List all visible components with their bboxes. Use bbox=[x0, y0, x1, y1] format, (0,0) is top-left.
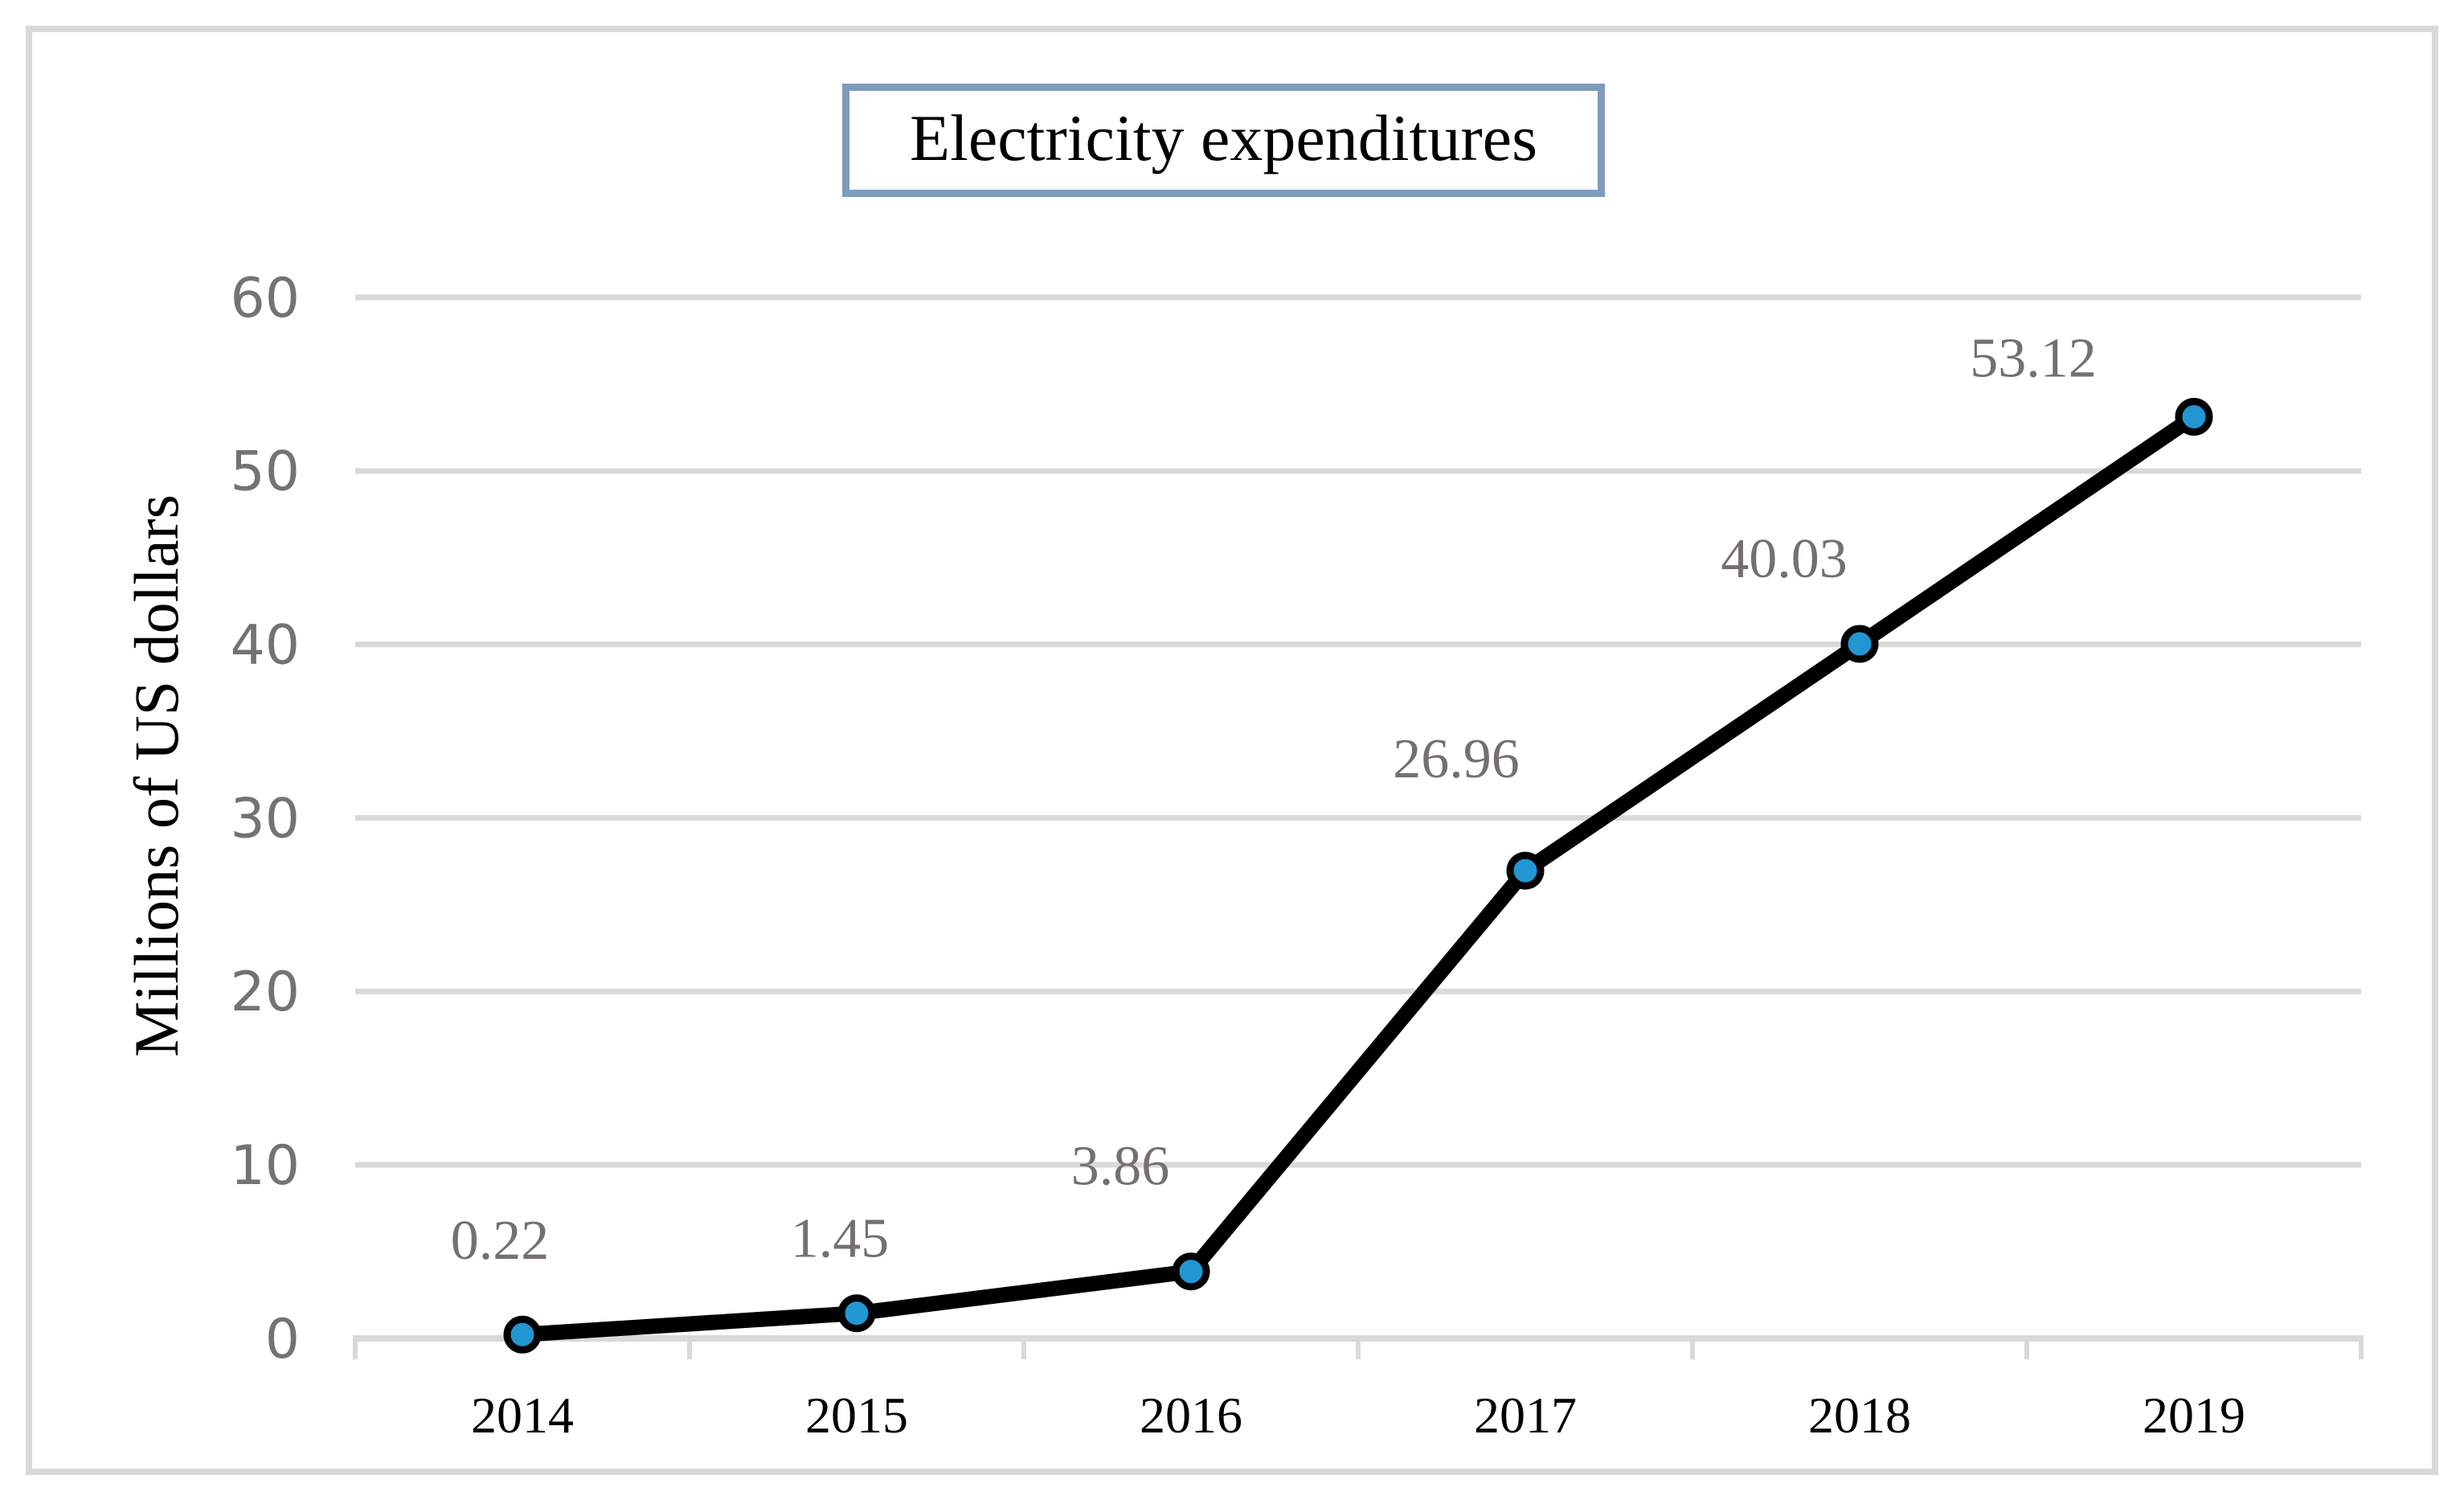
x-tick-label: 2019 bbox=[2143, 1387, 2245, 1444]
data-point-marker bbox=[837, 1294, 876, 1333]
x-tick-label: 2015 bbox=[805, 1387, 908, 1444]
x-tick-label: 2017 bbox=[1474, 1387, 1577, 1444]
data-point-marker bbox=[1506, 851, 1545, 890]
data-label: 26.96 bbox=[1393, 728, 1520, 790]
data-point-marker bbox=[2175, 397, 2213, 436]
data-label: 53.12 bbox=[1970, 327, 2097, 389]
data-point-marker bbox=[503, 1315, 542, 1354]
chart-title-box: Electricity expenditures bbox=[842, 84, 1605, 197]
chart-title: Electricity expenditures bbox=[910, 100, 1537, 174]
data-label: 1.45 bbox=[791, 1208, 890, 1270]
x-tick-label: 2014 bbox=[471, 1387, 574, 1444]
figure-border bbox=[26, 26, 2438, 1475]
data-point-marker bbox=[1840, 625, 1879, 663]
series-line bbox=[514, 408, 2202, 1342]
y-tick-label: 60 bbox=[230, 267, 300, 330]
y-axis-title: Millions of US dollars bbox=[121, 494, 191, 1057]
y-tick-label: 40 bbox=[230, 613, 300, 677]
y-tick-label: 0 bbox=[265, 1308, 300, 1371]
data-label: 0.22 bbox=[451, 1210, 550, 1272]
y-tick-label: 30 bbox=[230, 787, 300, 850]
y-tick-label: 20 bbox=[230, 961, 300, 1024]
y-tick-label: 50 bbox=[230, 441, 300, 504]
y-tick-label: 10 bbox=[230, 1134, 300, 1198]
x-tick-label: 2018 bbox=[1808, 1387, 1911, 1444]
x-tick-label: 2016 bbox=[1140, 1387, 1242, 1444]
data-label: 40.03 bbox=[1721, 528, 1848, 590]
data-label: 3.86 bbox=[1071, 1135, 1170, 1197]
data-point-marker bbox=[1172, 1252, 1210, 1291]
